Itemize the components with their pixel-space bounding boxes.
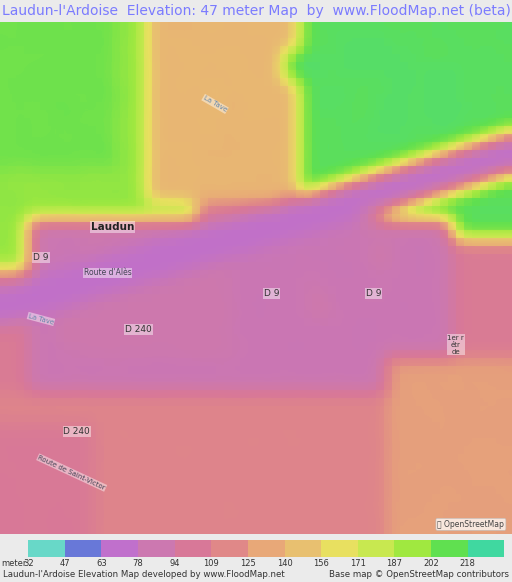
Text: D 9: D 9 [33,253,49,262]
Text: Laudun-l'Ardoise Elevation Map developed by www.FloodMap.net: Laudun-l'Ardoise Elevation Map developed… [3,570,284,579]
Text: 187: 187 [387,559,402,568]
Text: meter: meter [1,559,27,568]
Bar [248,540,285,557]
Bar [138,540,175,557]
Text: La Tave: La Tave [28,313,54,325]
Text: 140: 140 [276,559,292,568]
Text: Base map © OpenStreetMap contributors: Base map © OpenStreetMap contributors [329,570,509,579]
Bar [211,540,248,557]
Text: D 240: D 240 [125,325,152,333]
Text: La Tave: La Tave [202,95,228,113]
Text: D 9: D 9 [264,289,279,298]
Text: Route de Saint-Victor: Route de Saint-Victor [37,455,106,491]
Text: 1er r
étr
de: 1er r étr de [447,335,464,354]
Text: D 240: D 240 [63,427,90,436]
Text: Route d'Alès: Route d'Alès [83,268,132,278]
Bar [101,540,138,557]
Bar [394,540,431,557]
Text: 171: 171 [350,559,366,568]
Text: 🔍 OpenStreetMap: 🔍 OpenStreetMap [437,520,504,529]
Bar [285,540,321,557]
Text: 78: 78 [133,559,143,568]
Bar [358,540,394,557]
Text: 32: 32 [23,559,33,568]
Bar [28,540,65,557]
Bar [431,540,467,557]
Bar [467,540,504,557]
Bar [175,540,211,557]
Text: 202: 202 [423,559,439,568]
Text: Laudun: Laudun [91,222,134,232]
Text: 94: 94 [169,559,180,568]
Text: 63: 63 [96,559,107,568]
Text: 125: 125 [240,559,256,568]
Text: 218: 218 [460,559,476,568]
Text: 47: 47 [59,559,70,568]
Text: 156: 156 [313,559,329,568]
Bar [321,540,358,557]
Text: D 9: D 9 [366,289,381,298]
Bar [65,540,101,557]
Text: 109: 109 [203,559,219,568]
Text: Laudun-l'Ardoise  Elevation: 47 meter Map  by  www.FloodMap.net (beta): Laudun-l'Ardoise Elevation: 47 meter Map… [2,4,510,18]
